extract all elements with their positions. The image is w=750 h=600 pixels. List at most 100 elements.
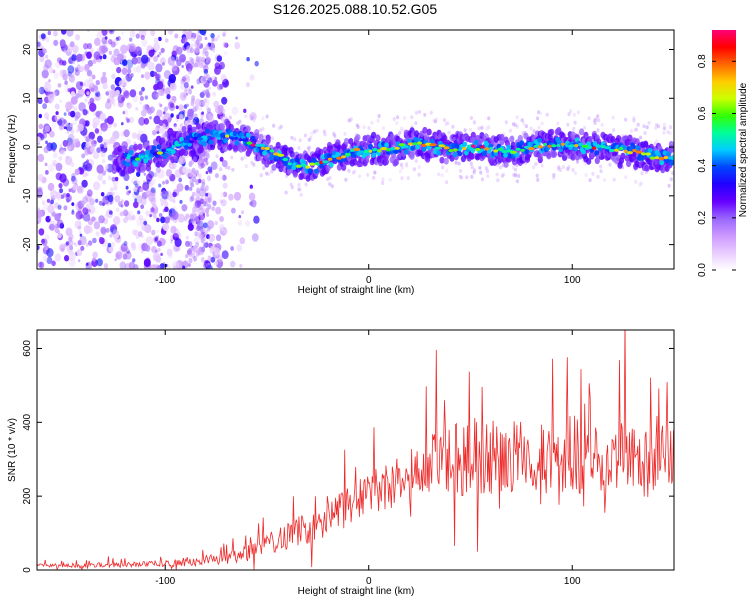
- heat-cell: [188, 68, 192, 75]
- heat-cell: [124, 263, 132, 269]
- heat-cell: [445, 180, 449, 185]
- heat-cell: [454, 161, 458, 166]
- heat-cell: [501, 150, 508, 154]
- heat-cell: [602, 178, 607, 182]
- heat-cell: [368, 149, 373, 153]
- heat-cell: [45, 54, 49, 59]
- heat-cell: [200, 256, 205, 263]
- heat-cell: [105, 164, 109, 170]
- heat-cell: [537, 125, 541, 130]
- heat-cell: [77, 123, 84, 132]
- heat-cell: [454, 160, 458, 165]
- heat-cell: [292, 162, 297, 167]
- heat-cell: [191, 126, 197, 134]
- heat-cell: [75, 210, 83, 220]
- heat-cell: [506, 144, 512, 150]
- heat-cell: [223, 137, 228, 144]
- spectrogram-x-ticks: -100 0 100: [155, 30, 581, 286]
- heat-cell: [59, 244, 66, 252]
- heat-cell: [458, 174, 462, 179]
- heat-cell: [202, 200, 207, 207]
- heat-cell: [312, 129, 316, 134]
- heat-cell: [182, 74, 191, 84]
- heat-cell: [249, 74, 255, 81]
- heat-cell: [343, 132, 347, 136]
- heat-cell: [110, 84, 116, 90]
- heat-cell: [77, 259, 81, 263]
- heat-cell: [190, 85, 194, 89]
- heat-cell: [99, 237, 103, 241]
- heat-cell: [298, 138, 302, 143]
- y-tick-label: 400: [22, 414, 33, 431]
- heat-cell: [37, 136, 41, 144]
- heat-cell: [586, 158, 592, 165]
- heat-cell: [272, 123, 276, 128]
- heat-cell: [396, 115, 400, 120]
- heat-cell: [573, 146, 578, 152]
- heat-cell: [166, 94, 171, 100]
- heat-cell: [515, 179, 520, 184]
- heat-cell: [290, 135, 294, 140]
- heat-cell: [208, 169, 213, 174]
- heat-cell: [167, 56, 176, 66]
- heat-cell: [45, 36, 50, 43]
- heat-cell: [371, 152, 376, 158]
- heat-cell: [178, 104, 184, 112]
- heat-cell: [198, 246, 203, 253]
- heat-cell: [165, 148, 172, 152]
- heat-cell: [203, 98, 208, 103]
- heat-cell: [74, 168, 81, 176]
- heat-cell: [417, 109, 422, 114]
- heat-cell: [176, 183, 184, 192]
- heat-cell: [88, 76, 94, 82]
- heat-cell: [92, 257, 96, 262]
- heat-cell: [309, 135, 313, 140]
- heat-cell: [655, 139, 659, 144]
- heat-cell: [71, 210, 75, 215]
- heat-cell: [239, 237, 246, 245]
- heat-cell: [412, 142, 418, 146]
- heat-cell: [195, 241, 200, 248]
- heat-cell: [99, 143, 105, 150]
- heat-cell: [37, 262, 41, 267]
- heat-cell: [46, 256, 53, 265]
- heat-cell: [68, 258, 76, 267]
- heat-cell: [381, 181, 385, 185]
- heat-cell: [141, 109, 147, 117]
- heat-cell: [118, 201, 123, 207]
- heat-cell: [624, 175, 628, 180]
- heat-cell: [102, 179, 106, 185]
- heat-cell: [92, 116, 100, 127]
- heat-cell: [303, 133, 307, 138]
- heat-cell: [111, 176, 116, 182]
- heat-cell: [195, 123, 201, 130]
- heat-cell: [60, 149, 66, 156]
- heat-cell: [138, 231, 143, 238]
- heat-cell: [131, 214, 136, 221]
- heat-cell: [665, 151, 671, 157]
- heat-cell: [218, 61, 225, 70]
- heat-cell: [65, 156, 73, 166]
- heat-cell: [249, 116, 254, 121]
- heat-cell: [108, 39, 113, 45]
- heat-cell: [475, 147, 481, 152]
- heat-cell: [151, 91, 159, 100]
- heat-cell: [90, 87, 95, 93]
- heat-cell: [82, 109, 88, 116]
- heat-cell: [635, 150, 643, 154]
- heat-cell: [176, 114, 179, 118]
- heat-cell: [219, 216, 225, 222]
- heat-cell: [123, 90, 130, 99]
- heat-cell: [106, 201, 110, 206]
- heat-cell: [92, 58, 97, 64]
- heat-cell: [515, 147, 521, 151]
- heat-cell: [504, 120, 508, 125]
- heat-cell: [633, 128, 637, 132]
- heat-cell: [63, 126, 67, 130]
- heat-cell: [153, 55, 158, 63]
- heat-cell: [135, 65, 142, 74]
- heat-cell: [196, 44, 201, 51]
- heat-cell: [143, 172, 146, 176]
- heat-cell: [172, 180, 176, 184]
- heat-cell: [332, 131, 336, 136]
